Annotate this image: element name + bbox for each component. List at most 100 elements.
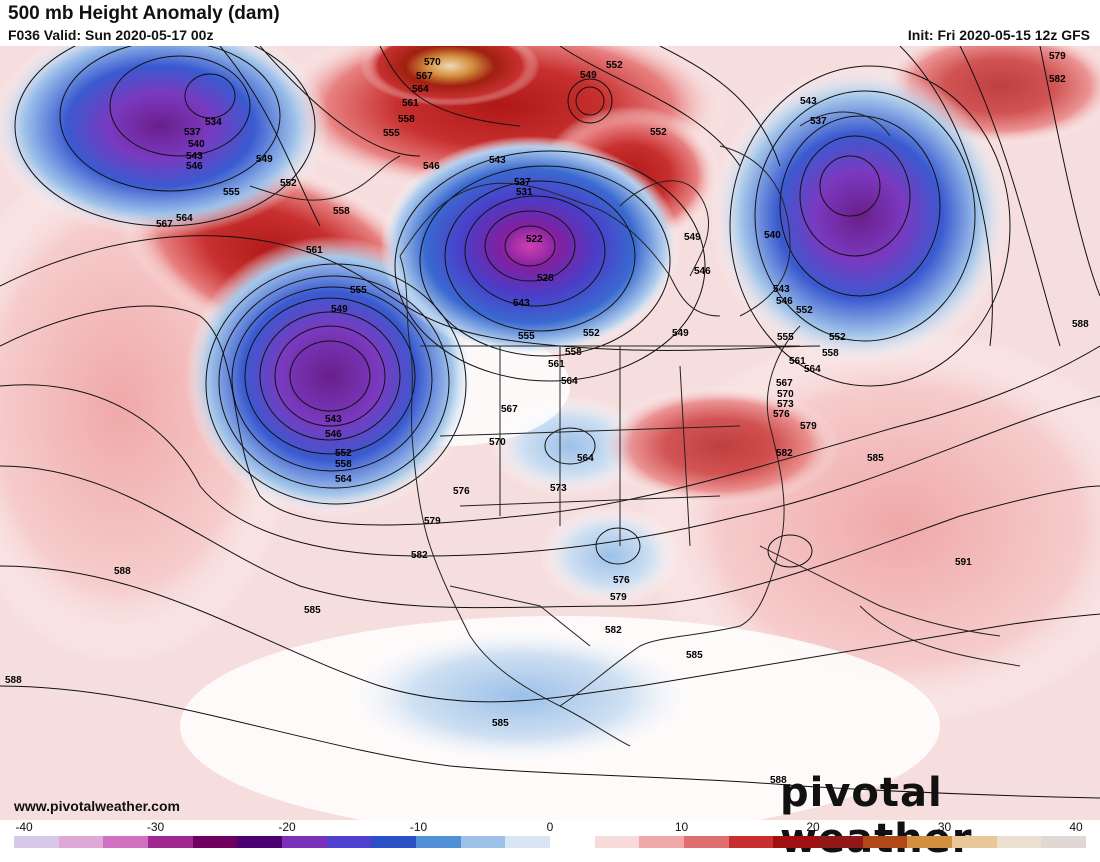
contour-label: 558 (565, 347, 582, 358)
contour-label: 552 (335, 448, 352, 459)
contour-label: 582 (1049, 74, 1066, 85)
anomaly-negative-mexico (340, 626, 700, 766)
contour-label: 564 (804, 364, 821, 375)
contour-label: 552 (650, 127, 667, 138)
map-title: 500 mb Height Anomaly (dam) (8, 3, 280, 24)
contour-label: 588 (770, 775, 787, 786)
contour-label: 546 (776, 296, 793, 307)
height-contours (0, 46, 1100, 799)
contour-label: 582 (776, 448, 793, 459)
colorbar-tick-label: 20 (806, 820, 820, 834)
contour-label: 579 (800, 421, 817, 432)
contour-label: 552 (280, 178, 297, 189)
contour-label: 555 (350, 285, 367, 296)
contour-label: 549 (331, 304, 348, 315)
contour-label: 552 (583, 328, 600, 339)
ridge-east-coast (600, 386, 840, 506)
valid-time: F036 Valid: Sun 2020-05-17 00z (8, 27, 214, 43)
colorbar: -40 -30 -20 -10 0 10 20 30 40 (14, 820, 1087, 850)
colorbar-swatch (550, 836, 595, 848)
contour-label: 591 (955, 557, 972, 568)
colorbar-swatch (148, 836, 193, 848)
contour-label: 546 (694, 266, 711, 277)
colorbar-swatch (505, 836, 551, 848)
contour-label: 561 (789, 356, 806, 367)
colorbar-strip (14, 836, 1087, 848)
header: 500 mb Height Anomaly (dam) F036 Valid: … (0, 0, 1100, 46)
contour-label: 549 (684, 232, 701, 243)
geography-outlines (249, 111, 1021, 747)
contour-label: 567 (501, 404, 518, 415)
colorbar-swatch (103, 836, 149, 848)
contour-label: 537 (184, 127, 201, 138)
colorbar-swatch (1041, 836, 1087, 848)
trough-pacific-low (185, 236, 475, 516)
contour-label: 543 (186, 151, 203, 162)
contour-label: 552 (796, 305, 813, 316)
contour-label: 585 (686, 650, 703, 661)
contour-label: 588 (5, 675, 22, 686)
colorbar-tick-label: 0 (546, 820, 554, 834)
contour-label: 537 (514, 177, 531, 188)
contour-label: 573 (550, 483, 567, 494)
contour-label: 543 (489, 155, 506, 166)
contour-label: 564 (335, 474, 352, 485)
colorbar-swatch (371, 836, 417, 848)
colorbar-swatch (282, 836, 327, 848)
contour-label: 576 (613, 575, 630, 586)
contour-label: 585 (304, 605, 321, 616)
website-url[interactable]: www.pivotalweather.com (14, 798, 180, 814)
colorbar-tick-label: -40 (15, 820, 33, 834)
contour-label: 537 (810, 116, 827, 127)
colorbar-tick-label: -20 (278, 820, 296, 834)
contour-label: 582 (605, 625, 622, 636)
colorbar-swatch (594, 836, 640, 848)
contour-label: 567 (416, 71, 433, 82)
colorbar-swatch (639, 836, 685, 848)
contour-label: 543 (800, 96, 817, 107)
contour-label: 561 (306, 245, 323, 256)
contour-label: 543 (773, 284, 790, 295)
contour-label: 531 (516, 187, 533, 198)
trough-north-atlantic (710, 66, 1010, 366)
contour-label: 579 (610, 592, 627, 603)
contour-label: 576 (773, 409, 790, 420)
contour-label: 570 (777, 389, 794, 400)
contour-label: 555 (383, 128, 400, 139)
anomaly-map[interactable]: 570 567 564 561 558 555 549 552 534 537 … (0, 46, 1100, 820)
colorbar-swatch (237, 836, 283, 848)
colorbar-swatch (14, 836, 59, 848)
contour-label: 540 (188, 139, 205, 150)
contour-label: 546 (423, 161, 440, 172)
colorbar-swatch (416, 836, 461, 848)
colorbar-tick-label: -10 (409, 820, 428, 834)
contour-label: 576 (453, 486, 470, 497)
anomaly-negative-texas (540, 506, 680, 606)
contour-label: 558 (398, 114, 415, 125)
contour-label: 549 (256, 154, 273, 165)
colorbar-swatch (818, 836, 863, 848)
colorbar-swatch (192, 836, 238, 848)
contour-label: 552 (829, 332, 846, 343)
contour-label: 546 (325, 429, 342, 440)
contour-label: 549 (672, 328, 689, 339)
init-time: Init: Fri 2020-05-15 12z GFS (907, 27, 1090, 43)
contour-label: 579 (1049, 51, 1066, 62)
colorbar-tick-label: 30 (937, 820, 952, 834)
colorbar-tick-label: -30 (146, 820, 165, 834)
contour-label: 555 (518, 331, 535, 342)
contour-label: 552 (606, 60, 623, 71)
contour-label: 579 (424, 516, 441, 527)
colorbar-swatch (952, 836, 997, 848)
contour-label: 522 (526, 234, 543, 245)
contour-label: 564 (412, 84, 429, 95)
contour-label: 570 (489, 437, 506, 448)
contour-label: 555 (223, 187, 240, 198)
colorbar-swatch (326, 836, 372, 848)
contour-label: 543 (513, 298, 530, 309)
contour-label: 534 (205, 117, 222, 128)
contour-label: 564 (176, 213, 193, 224)
colorbar-tick-label: 40 (1069, 820, 1083, 834)
contour-label: 564 (561, 376, 578, 387)
contour-label: 558 (822, 348, 839, 359)
